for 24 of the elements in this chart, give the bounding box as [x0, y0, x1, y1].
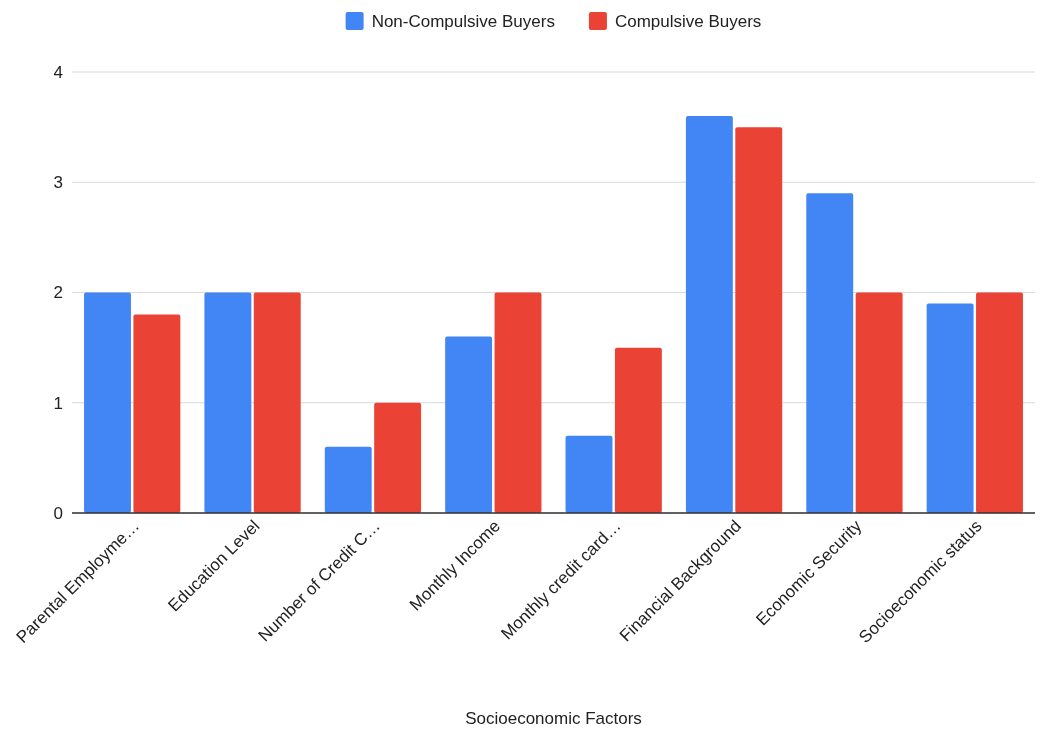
- y-tick-label: 2: [53, 283, 63, 303]
- y-tick-label: 0: [53, 503, 63, 523]
- bar: [445, 336, 493, 513]
- bar: [204, 292, 252, 513]
- bar: [735, 127, 783, 513]
- bar: [84, 292, 131, 513]
- y-tick-label: 4: [53, 62, 63, 82]
- bar: [374, 402, 422, 513]
- x-axis-title: Socioeconomic Factors: [465, 709, 642, 728]
- bar: [806, 193, 854, 513]
- bar: [614, 347, 662, 513]
- legend-label: Compulsive Buyers: [614, 12, 762, 31]
- bar: [253, 292, 301, 513]
- bar: [855, 292, 903, 513]
- bar: [324, 446, 372, 513]
- bar: [685, 116, 733, 513]
- y-tick-label: 1: [53, 393, 63, 413]
- bar: [976, 292, 1023, 513]
- bar: [133, 314, 181, 513]
- bar: [926, 303, 974, 513]
- legend-label: Non-Compulsive Buyers: [371, 12, 555, 31]
- bar: [565, 435, 613, 513]
- y-tick-label: 3: [53, 173, 63, 193]
- bar: [494, 292, 542, 513]
